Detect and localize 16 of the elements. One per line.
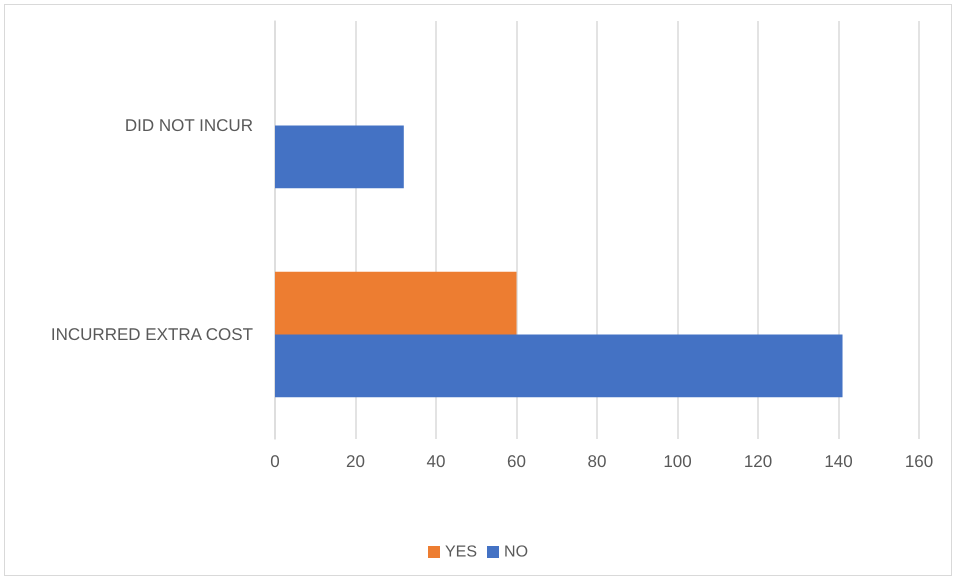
y-tick-label: INCURRED EXTRA COST	[50, 325, 253, 344]
x-tick-label: 100	[663, 452, 692, 471]
x-tick-label: 120	[744, 452, 772, 471]
bar	[275, 272, 516, 334]
x-tick-label: 40	[426, 452, 446, 471]
x-tick-label: 80	[588, 452, 606, 471]
legend-label: NO	[504, 544, 528, 560]
x-tick-label: 60	[507, 452, 526, 471]
legend-label: YES	[444, 544, 478, 560]
bar	[275, 126, 404, 188]
bar	[275, 334, 843, 398]
x-tick-label: 160	[904, 452, 934, 471]
x-tick-label: 20	[346, 452, 365, 471]
y-tick-label: DID NOT INCUR	[124, 116, 253, 135]
x-tick-label: 140	[824, 452, 853, 471]
x-tick-label: 0	[270, 452, 280, 471]
